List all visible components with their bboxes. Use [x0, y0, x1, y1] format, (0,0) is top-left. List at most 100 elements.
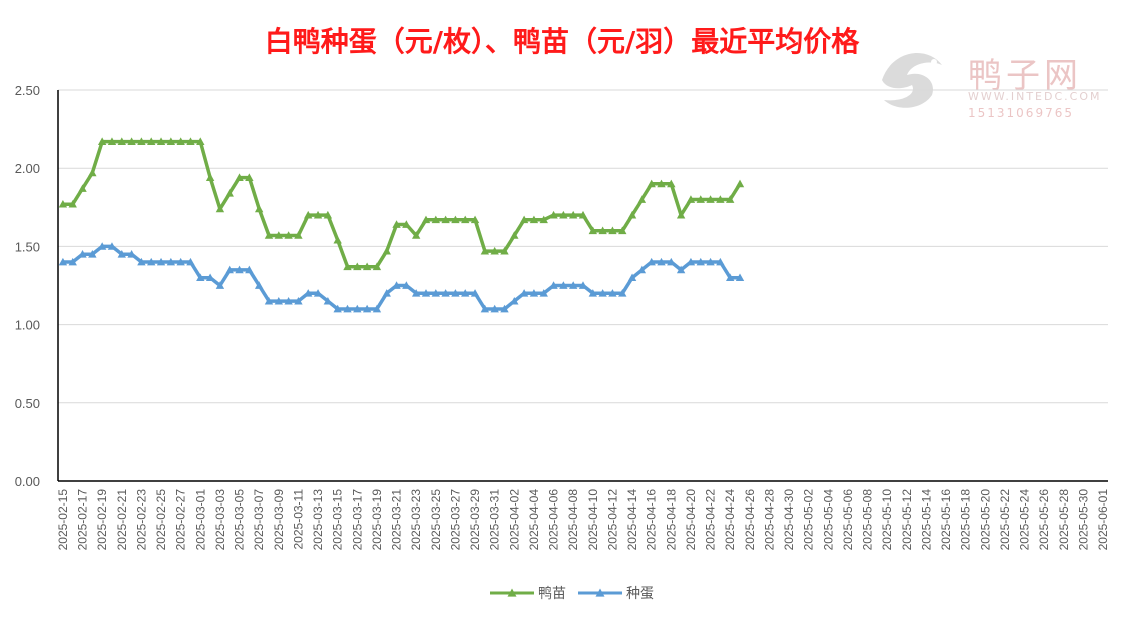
- x-tick-label: 2025-05-18: [959, 489, 973, 551]
- data-point: [382, 289, 391, 297]
- data-point: [608, 289, 617, 297]
- x-tick-label: 2025-02-17: [76, 489, 90, 551]
- x-tick-label: 2025-04-24: [723, 489, 737, 551]
- data-point: [245, 265, 254, 274]
- data-point: [735, 273, 745, 282]
- y-tick-label: 0.00: [15, 474, 40, 489]
- data-point: [578, 281, 588, 289]
- x-tick-label: 2025-02-27: [174, 489, 188, 551]
- data-point: [470, 289, 480, 297]
- x-tick-label: 2025-03-25: [429, 489, 443, 551]
- data-point: [245, 173, 254, 181]
- data-point: [176, 137, 185, 145]
- data-point: [196, 273, 205, 282]
- data-point: [264, 296, 274, 305]
- data-point: [657, 257, 666, 266]
- data-point: [343, 262, 352, 271]
- data-point: [78, 184, 87, 192]
- data-point: [686, 257, 696, 266]
- x-tick-label: 2025-05-12: [900, 489, 914, 551]
- x-tick-label: 2025-03-17: [350, 489, 364, 551]
- x-tick-label: 2025-04-08: [566, 489, 580, 551]
- data-point: [274, 296, 283, 305]
- data-point: [559, 281, 568, 289]
- data-point: [372, 304, 382, 313]
- data-point: [637, 195, 647, 203]
- data-point: [725, 273, 735, 282]
- data-point: [235, 265, 244, 274]
- data-point: [667, 179, 676, 188]
- data-point: [716, 195, 725, 203]
- data-point: [362, 262, 372, 271]
- x-tick-label: 2025-04-26: [743, 489, 757, 551]
- watermark-brand: 鸭子网: [968, 56, 1082, 96]
- y-axis-tick-labels: 0.00 0.50 1.00 1.50 2.00 2.50: [15, 83, 40, 489]
- data-point: [392, 281, 401, 289]
- data-point: [451, 289, 460, 297]
- data-point: [500, 246, 509, 255]
- watermark-phone: 15131069765: [968, 106, 1074, 120]
- data-point: [304, 210, 313, 219]
- x-tick-label: 2025-03-07: [252, 489, 266, 551]
- x-tick-label: 2025-03-01: [193, 489, 207, 551]
- data-point: [333, 235, 342, 244]
- x-tick-label: 2025-03-11: [291, 489, 305, 550]
- data-point: [539, 215, 548, 224]
- x-tick-label: 2025-03-09: [272, 489, 286, 551]
- legend-item: 种蛋: [578, 585, 654, 601]
- x-tick-label: 2025-03-23: [409, 489, 423, 551]
- data-point: [107, 242, 117, 250]
- x-tick-label: 2025-05-16: [939, 489, 953, 551]
- data-point: [137, 137, 146, 145]
- y-tick-label: 0.50: [15, 396, 40, 411]
- x-tick-label: 2025-03-13: [311, 489, 325, 551]
- data-point: [519, 215, 529, 224]
- data-point: [166, 137, 176, 145]
- x-tick-label: 2025-05-14: [919, 489, 933, 551]
- x-tick-label: 2025-05-20: [978, 489, 992, 551]
- x-tick-label: 2025-05-02: [802, 489, 816, 551]
- data-point: [529, 289, 539, 297]
- data-point: [294, 231, 303, 239]
- data-point: [647, 179, 656, 188]
- x-tick-label: 2025-04-22: [704, 489, 718, 551]
- data-point: [186, 257, 195, 266]
- data-point: [254, 204, 264, 213]
- data-point: [225, 189, 234, 197]
- gridlines: [58, 89, 1108, 404]
- data-point: [608, 226, 617, 235]
- data-point: [706, 195, 715, 203]
- data-point: [588, 289, 598, 297]
- data-point: [127, 137, 136, 145]
- data-point: [549, 210, 558, 219]
- y-tick-label: 2.00: [15, 161, 40, 176]
- x-tick-label: 2025-04-02: [507, 489, 521, 551]
- data-point: [205, 273, 215, 282]
- data-point: [578, 210, 588, 219]
- data-point: [421, 215, 431, 224]
- data-point: [205, 173, 215, 181]
- data-point: [107, 137, 117, 145]
- data-point: [382, 246, 391, 255]
- data-point: [510, 296, 519, 305]
- x-tick-label: 2025-04-14: [625, 489, 639, 551]
- data-point: [68, 199, 77, 208]
- data-point: [127, 250, 136, 258]
- data-point: [97, 242, 107, 250]
- data-point: [323, 296, 333, 305]
- data-point: [264, 231, 274, 239]
- data-point: [225, 265, 234, 274]
- data-point: [166, 257, 176, 266]
- data-point: [431, 289, 441, 297]
- data-point: [78, 250, 87, 258]
- x-tick-label: 2025-04-28: [762, 489, 776, 551]
- series-种蛋: [58, 242, 745, 313]
- data-point: [392, 220, 401, 228]
- x-tick-label: 2025-05-08: [861, 489, 875, 551]
- data-point: [58, 199, 68, 208]
- data-point: [215, 204, 225, 213]
- x-tick-label: 2025-05-22: [998, 489, 1012, 551]
- data-point: [323, 210, 333, 219]
- legend-label: 种蛋: [626, 585, 654, 601]
- data-point: [343, 304, 352, 313]
